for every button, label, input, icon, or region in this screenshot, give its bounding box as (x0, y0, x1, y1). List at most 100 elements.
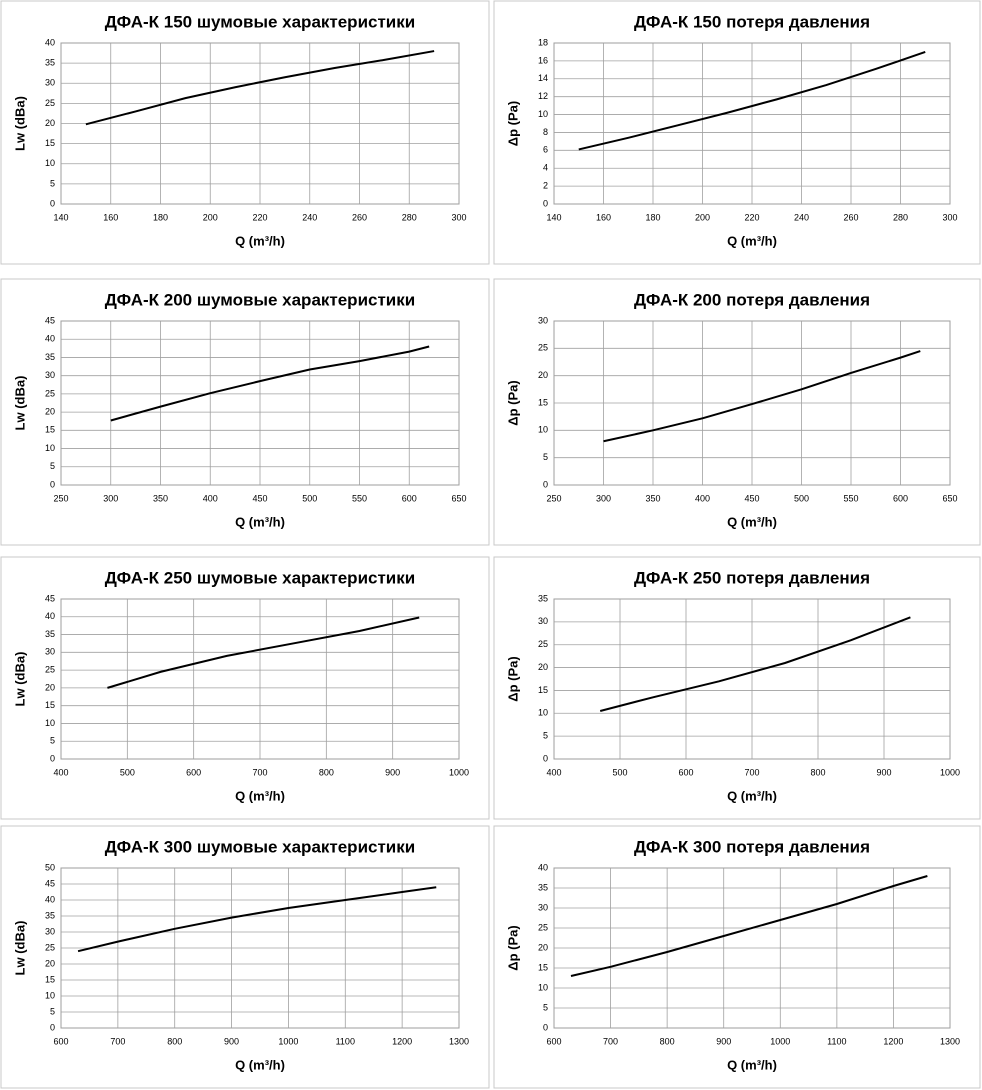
y-tick-label: 5 (543, 1002, 548, 1012)
x-tick-label: 140 (53, 212, 68, 222)
x-tick-label: 900 (716, 1036, 731, 1046)
x-tick-label: 700 (744, 767, 759, 777)
x-axis-label: Q (m³/h) (235, 1057, 285, 1072)
x-tick-label: 600 (186, 767, 201, 777)
y-tick-label: 35 (45, 629, 55, 639)
y-axis-label: Lw (dBa) (12, 652, 27, 707)
x-axis-label: Q (m³/h) (727, 788, 777, 803)
panel (493, 825, 981, 1089)
y-tick-label: 10 (538, 109, 548, 119)
x-tick-label: 1000 (940, 767, 960, 777)
y-axis-label: Lw (dBa) (12, 96, 27, 151)
y-tick-label: 20 (538, 370, 548, 380)
x-tick-label: 300 (942, 212, 957, 222)
data-line (85, 50, 435, 126)
y-tick-label: 0 (50, 1022, 55, 1032)
chart-title: ДФА-К 250 шумовые характеристики (105, 568, 415, 587)
x-tick-label: 240 (794, 212, 809, 222)
y-tick-label: 30 (538, 315, 548, 325)
x-tick-label: 500 (120, 767, 135, 777)
y-tick-label: 35 (45, 910, 55, 920)
x-tick-label: 350 (645, 493, 660, 503)
x-tick-label: 600 (678, 767, 693, 777)
x-tick-label: 800 (660, 1036, 675, 1046)
x-tick-label: 1000 (449, 767, 469, 777)
y-tick-label: 20 (45, 118, 55, 128)
panel (493, 556, 981, 820)
chart-title: ДФА-К 200 шумовые характеристики (105, 290, 415, 309)
y-axis-label: Lw (dBa) (12, 376, 27, 431)
x-tick-label: 500 (794, 493, 809, 503)
chart-title: ДФА-К 250 потеря давления (634, 568, 870, 587)
x-axis-label: Q (m³/h) (727, 1057, 777, 1072)
x-axis-label: Q (m³/h) (235, 233, 285, 248)
x-tick-label: 1300 (449, 1036, 469, 1046)
x-axis-label: Q (m³/h) (727, 514, 777, 529)
x-tick-label: 1300 (940, 1036, 960, 1046)
y-tick-label: 20 (538, 662, 548, 672)
data-line (599, 616, 911, 712)
x-tick-label: 1200 (392, 1036, 412, 1046)
y-tick-label: 45 (45, 878, 55, 888)
x-tick-label: 500 (612, 767, 627, 777)
x-tick-label: 280 (893, 212, 908, 222)
y-tick-label: 10 (538, 708, 548, 718)
y-tick-label: 25 (45, 98, 55, 108)
x-tick-label: 400 (53, 767, 68, 777)
y-tick-label: 18 (538, 37, 548, 47)
x-tick-label: 600 (53, 1036, 68, 1046)
y-tick-label: 10 (45, 718, 55, 728)
y-tick-label: 15 (45, 974, 55, 984)
y-tick-label: 5 (543, 452, 548, 462)
data-line (107, 616, 420, 689)
chart-title: ДФА-К 150 шумовые характеристики (105, 12, 415, 31)
y-tick-label: 30 (45, 647, 55, 657)
y-tick-label: 45 (45, 315, 55, 325)
x-tick-label: 160 (596, 212, 611, 222)
y-tick-label: 30 (45, 926, 55, 936)
y-tick-label: 10 (45, 158, 55, 168)
y-tick-label: 40 (45, 611, 55, 621)
y-axis-label: Lw (dBa) (12, 921, 27, 976)
x-tick-label: 550 (843, 493, 858, 503)
y-tick-label: 50 (45, 862, 55, 872)
x-tick-label: 800 (810, 767, 825, 777)
x-tick-label: 300 (451, 212, 466, 222)
x-tick-label: 1100 (336, 1036, 355, 1046)
y-tick-label: 10 (538, 425, 548, 435)
x-axis-label: Q (m³/h) (235, 788, 285, 803)
x-tick-label: 900 (876, 767, 891, 777)
x-tick-label: 300 (596, 493, 611, 503)
x-tick-label: 650 (451, 493, 466, 503)
chart-title: ДФА-К 300 шумовые характеристики (105, 837, 415, 856)
y-tick-label: 40 (45, 37, 55, 47)
y-tick-label: 25 (538, 343, 548, 353)
y-tick-label: 5 (50, 736, 55, 746)
y-axis-label: Δp (Pa) (505, 656, 520, 701)
x-tick-label: 200 (203, 212, 218, 222)
y-tick-label: 25 (45, 664, 55, 674)
panel (0, 0, 490, 265)
y-tick-label: 20 (45, 682, 55, 692)
x-tick-label: 280 (402, 212, 417, 222)
x-tick-label: 240 (302, 212, 317, 222)
y-tick-label: 45 (45, 593, 55, 603)
x-tick-label: 800 (167, 1036, 182, 1046)
x-tick-label: 140 (546, 212, 561, 222)
y-tick-label: 16 (538, 55, 548, 65)
y-tick-label: 35 (45, 58, 55, 68)
y-tick-label: 0 (50, 198, 55, 208)
y-tick-label: 0 (50, 479, 55, 489)
x-tick-label: 400 (203, 493, 218, 503)
x-tick-label: 1000 (278, 1036, 298, 1046)
panel (493, 278, 981, 546)
x-tick-label: 700 (603, 1036, 618, 1046)
x-tick-label: 450 (744, 493, 759, 503)
y-tick-label: 6 (543, 145, 548, 155)
x-tick-label: 250 (546, 493, 561, 503)
y-tick-label: 15 (538, 397, 548, 407)
y-tick-label: 35 (45, 352, 55, 362)
x-tick-label: 1200 (883, 1036, 903, 1046)
y-tick-label: 2 (543, 180, 548, 190)
